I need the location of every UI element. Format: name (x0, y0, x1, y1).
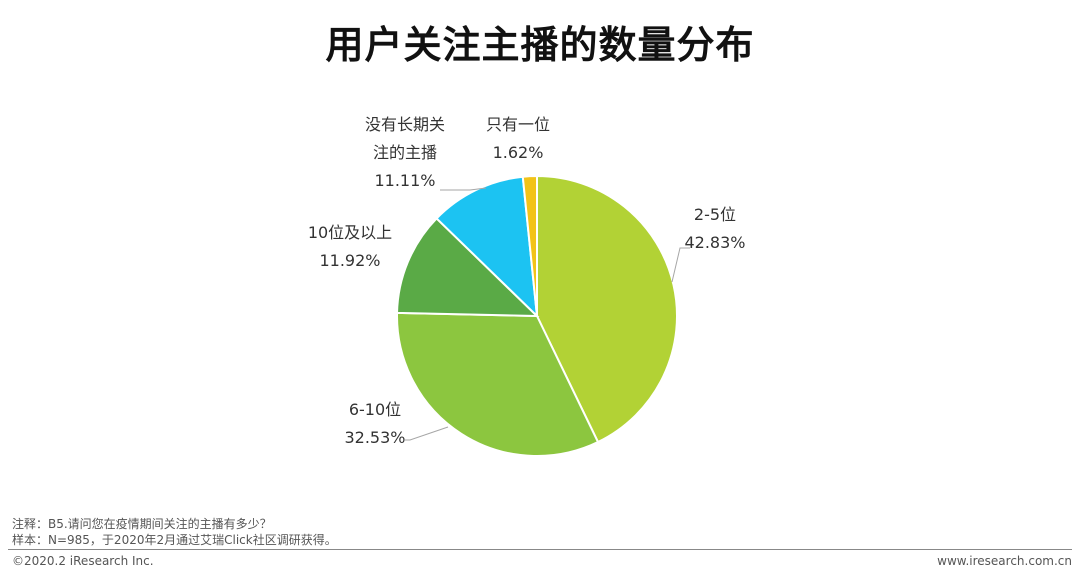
pie-slice-2 (396, 311, 600, 457)
slice-category-label-1: 2-5位 (694, 205, 736, 224)
slice-value-label-2: 32.53% (344, 428, 405, 447)
leader-line-4 (440, 187, 487, 191)
leader-lines (405, 187, 690, 441)
pie-slice-5 (521, 174, 538, 317)
slice-value-label-3: 11.92% (319, 251, 380, 270)
pie-slice-1 (536, 174, 678, 444)
leader-line-2 (405, 426, 449, 441)
slice-value-label-1: 42.83% (684, 233, 745, 252)
leader-line-1 (671, 247, 690, 283)
footer-website: www.iresearch.com.cn (937, 554, 1072, 568)
footer-copyright: ©2020.2 iResearch Inc. (12, 554, 154, 568)
slice-value-label-4: 11.11% (374, 171, 435, 190)
slice-category-label-3: 10位及以上 (308, 223, 392, 242)
slice-category-label-2: 6-10位 (349, 400, 401, 419)
pie-slices (396, 174, 678, 457)
footnote-question: 注释：B5.请问您在疫情期间关注的主播有多少？ (12, 517, 272, 531)
slice-category-label-5: 只有一位 (486, 115, 550, 134)
pie-slice-3 (396, 217, 540, 318)
slice-category-label-4: 注的主播 (373, 143, 437, 162)
slice-value-label-5: 1.62% (493, 143, 544, 162)
chart-title: 用户关注主播的数量分布 (325, 23, 755, 67)
footnote-sample: 样本：N=985，于2020年2月通过艾瑞Click社区调研获得。 (12, 533, 337, 547)
pie-slice-4 (435, 175, 539, 319)
footer-divider (8, 549, 1072, 550)
slice-category-label-4: 没有长期关 (365, 115, 445, 134)
slice-labels: 2-5位 42.83% 6-10位 32.53% 10位及以上 11.92% 没有长期关注的… (308, 115, 746, 447)
